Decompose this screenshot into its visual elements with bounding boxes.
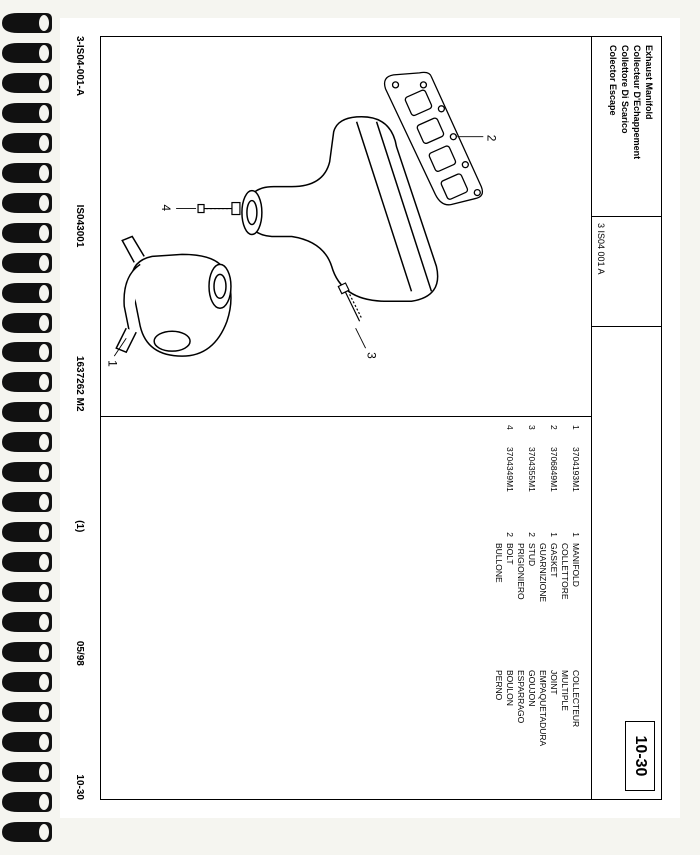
title-es: Colector Escape [606,45,618,208]
parts-desc-es: ESPARRAGO [516,670,526,791]
title-en: Exhaust Manifold [643,45,655,208]
footer-mid3: (1) [74,520,85,532]
footer-mid2: 1637262 M2 [74,356,85,412]
parts-qty: 1 [549,523,559,537]
spiral-ring [0,520,52,544]
callout-4: 4 [159,205,173,212]
spiral-ring [0,41,52,65]
parts-partno: 3704349M1 [505,447,515,517]
parts-partno: 3706849M1 [549,447,559,517]
title-fr: Collecteur D'Echappement [631,45,643,208]
diagram-code: 3 IS04 001 A [596,223,606,275]
parts-ref: 3 [527,425,537,441]
parts-spacer [538,523,548,537]
footer-date: 05/98 [74,641,85,666]
parts-spacer [494,523,504,537]
spiral-ring [0,221,52,245]
spiral-ring [0,251,52,275]
parts-desc-fr: JOINT [549,670,559,791]
spiral-ring [0,670,52,694]
page-border: Exhaust Manifold Collecteur D'Echappemen… [100,36,662,800]
parts-spacer [516,425,526,441]
parts-spacer [560,523,570,537]
footer-left: 3-IS04-001-A [74,36,85,96]
parts-spacer [560,425,570,441]
parts-ref: 2 [549,425,559,441]
diagram-pane: 2 3 4 1 [101,37,591,417]
parts-desc-en: GASKET [549,543,559,664]
spiral-ring [0,550,52,574]
spiral-ring [0,191,52,215]
footer-mid1: IS043001 [74,205,85,248]
callout-1: 1 [105,360,119,367]
spiral-ring [0,610,52,634]
parts-desc-es: EMPAQUETADURA [538,670,548,791]
parts-partno: 3704193M1 [571,447,581,517]
parts-desc-it: COLLETTORE [560,543,570,664]
parts-desc-it: PRIGIONIERO [516,543,526,664]
spiral-ring [0,101,52,125]
spiral-ring [0,700,52,724]
parts-desc-en: BOLT [505,543,515,664]
header-row: Exhaust Manifold Collecteur D'Echappemen… [591,37,661,799]
parts-desc-fr: BOULON [505,670,515,791]
spiral-ring [0,790,52,814]
spiral-binding [0,0,55,855]
title-block: Exhaust Manifold Collecteur D'Echappemen… [592,37,661,217]
title-it: Collettore Di Scarico [619,45,631,208]
spiral-ring [0,281,52,305]
spiral-ring [0,131,52,155]
parts-desc-it: GUARNIZIONE [538,543,548,664]
spiral-ring [0,340,52,364]
spiral-ring [0,490,52,514]
exploded-diagram: 2 3 4 1 [102,37,591,416]
spiral-ring [0,760,52,784]
spiral-ring [0,730,52,754]
parts-spacer [516,447,526,517]
parts-desc-es: MULTIPLE [560,670,570,791]
page-number-box: 10-30 [625,721,655,791]
callout-2: 2 [484,135,498,142]
spiral-ring [0,460,52,484]
spiral-ring [0,640,52,664]
spiral-ring [0,580,52,604]
parts-ref: 4 [505,425,515,441]
spiral-ring [0,11,52,35]
page-number: 10-30 [631,736,649,777]
parts-ref: 1 [571,425,581,441]
parts-spacer [494,425,504,441]
parts-desc-es: PERNO [494,670,504,791]
parts-table: 1 3704193M1 1 MANIFOLD COLLECTEURCOLLETTORE M… [494,425,581,791]
parts-desc-en: STUD [527,543,537,664]
manual-page: Exhaust Manifold Collecteur D'Echappemen… [60,18,680,818]
parts-qty: 2 [505,523,515,537]
body-row: 2 3 4 1 1 3704193M1 1 MANIFOLD COLLECTEURCOL… [101,37,591,799]
parts-desc-it: BULLONE [494,543,504,664]
callout-3: 3 [365,352,379,359]
sheet-landscape: Exhaust Manifold Collecteur D'Echappemen… [60,18,680,818]
parts-spacer [494,447,504,517]
parts-list-pane: 1 3704193M1 1 MANIFOLD COLLECTEURCOLLETTORE M… [101,417,591,799]
footer: 3-IS04-001-A IS043001 1637262 M2 (1) 05/… [74,36,85,800]
parts-spacer [538,447,548,517]
spiral-ring [0,370,52,394]
parts-qty: 2 [527,523,537,537]
parts-spacer [538,425,548,441]
footer-right: 10-30 [74,774,85,800]
spiral-ring [0,161,52,185]
spiral-ring [0,820,52,844]
parts-spacer [516,523,526,537]
parts-spacer [560,447,570,517]
parts-desc-fr: GOUJON [527,670,537,791]
parts-partno: 3704355M1 [527,447,537,517]
diagram-code-block: 3 IS04 001 A [592,217,661,327]
spiral-ring [0,311,52,335]
spiral-ring [0,430,52,454]
parts-desc-fr: COLLECTEUR [571,670,581,791]
parts-qty: 1 [571,523,581,537]
parts-desc-en: MANIFOLD [571,543,581,664]
spiral-ring [0,71,52,95]
spiral-ring [0,400,52,424]
